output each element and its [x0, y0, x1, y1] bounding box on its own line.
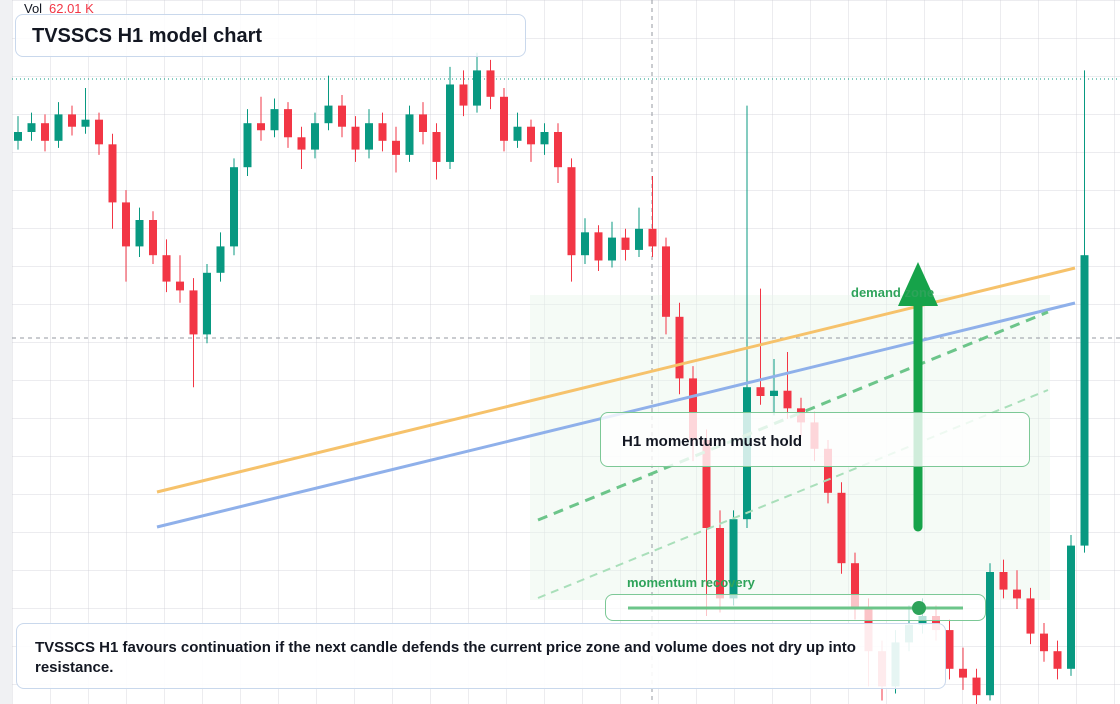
candle-body: [297, 137, 306, 150]
candle-body: [338, 105, 346, 127]
volume-label: Vol: [24, 1, 43, 16]
candle-body: [81, 119, 90, 127]
candle-body: [581, 232, 589, 256]
candle-body: [729, 519, 738, 599]
candle-body: [621, 237, 630, 250]
candle-body: [419, 114, 427, 132]
candle-body: [527, 126, 535, 145]
candle-body: [432, 132, 441, 162]
candle-body: [1053, 651, 1062, 669]
candle-body: [689, 378, 697, 440]
candle-body: [662, 246, 670, 317]
candle-body: [675, 316, 684, 379]
candle-body: [446, 84, 454, 162]
candle-body: [635, 228, 643, 250]
candle-body: [554, 132, 562, 168]
candle-body: [999, 572, 1008, 590]
candle-body: [513, 126, 522, 141]
candle-body: [41, 123, 49, 141]
arrow-head: [898, 262, 938, 306]
candle-body: [702, 440, 711, 528]
candle-body: [1026, 598, 1035, 634]
candle-body: [311, 123, 319, 150]
candle-body: [1013, 589, 1021, 599]
candle-body: [783, 390, 792, 409]
candle-body: [1040, 633, 1048, 652]
candle-body: [648, 228, 657, 247]
candle-body: [716, 528, 724, 599]
candle-body: [216, 246, 225, 273]
recovery-slider: [628, 601, 963, 615]
candle-body: [54, 114, 63, 141]
candle-body: [230, 167, 238, 247]
annotation-box: H1 momentum must hold: [600, 412, 1030, 467]
candle-body: [378, 123, 387, 141]
candle-body: [851, 563, 859, 608]
note: TVSSCS H1 favours continuation if the ne…: [16, 623, 946, 689]
candle-body: [176, 281, 184, 291]
candle-body: [959, 668, 967, 678]
candle-body: [500, 96, 508, 141]
candle-body: [162, 255, 171, 282]
candle-body: [837, 492, 846, 564]
candle-body: [824, 448, 832, 493]
recovery-box: [605, 594, 986, 621]
candle-body: [473, 70, 481, 106]
candle-body: [594, 232, 603, 261]
candle-body: [108, 144, 117, 203]
candle-body: [540, 132, 549, 145]
candle-body: [351, 126, 360, 150]
annotation: momentum recovery: [627, 575, 755, 590]
candle-body: [243, 123, 252, 168]
left-bar: [0, 0, 12, 704]
volume-value: 62.01 K: [49, 1, 94, 16]
candle-body: [405, 114, 414, 155]
candle-body: [149, 220, 157, 256]
candle-body: [189, 290, 198, 335]
candle-body: [122, 202, 130, 247]
candle-body: [608, 237, 616, 261]
slider-dot: [912, 601, 926, 615]
candle-body: [567, 167, 576, 256]
candle-body: [14, 132, 22, 141]
candle-body: [324, 105, 333, 124]
candle-body: [284, 109, 292, 138]
candle-body: [945, 630, 954, 669]
candle-body: [986, 572, 994, 696]
candle-body: [459, 84, 468, 106]
chart-title: TVSSCS H1 model chart: [15, 14, 526, 57]
candle-body: [770, 390, 778, 396]
candle-body: [257, 123, 265, 131]
candle-body: [68, 114, 76, 127]
candle-body: [203, 272, 211, 335]
candle-body: [270, 109, 279, 131]
candle-body: [95, 119, 103, 145]
candle-body: [392, 140, 400, 155]
candle-body: [972, 677, 981, 696]
candle-body: [27, 123, 36, 132]
candle-body: [1080, 255, 1089, 546]
candle-body: [365, 123, 373, 150]
candle-body: [756, 387, 765, 396]
candle-body: [135, 220, 144, 247]
dashed-line-light: [537, 389, 1049, 599]
candle-body: [486, 70, 495, 97]
candle-body: [1067, 545, 1075, 669]
annotation: demand zone: [851, 285, 935, 300]
